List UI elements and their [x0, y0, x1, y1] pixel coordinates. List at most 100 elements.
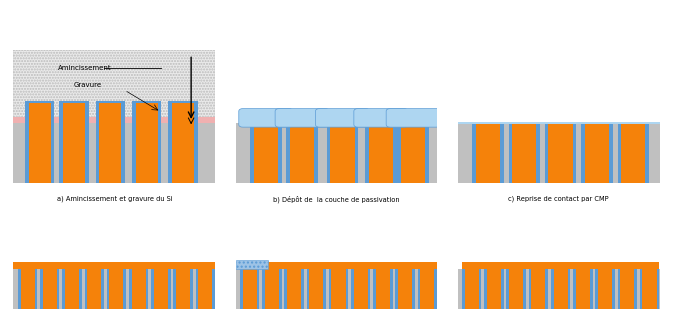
- Bar: [268, 262, 437, 269]
- Bar: [512, 123, 536, 183]
- Bar: [485, 268, 503, 309]
- Bar: [369, 123, 393, 183]
- Bar: [287, 269, 301, 309]
- Bar: [640, 268, 659, 309]
- Bar: [329, 268, 348, 309]
- Bar: [353, 269, 367, 309]
- Bar: [620, 269, 634, 309]
- Bar: [309, 269, 323, 309]
- Bar: [531, 269, 545, 309]
- Bar: [196, 268, 215, 309]
- Bar: [63, 103, 85, 183]
- Bar: [464, 269, 479, 309]
- Bar: [376, 269, 390, 309]
- Bar: [85, 268, 104, 309]
- Bar: [13, 262, 215, 269]
- Bar: [250, 123, 281, 183]
- FancyBboxPatch shape: [354, 109, 408, 127]
- FancyBboxPatch shape: [316, 109, 369, 127]
- Bar: [330, 123, 355, 183]
- Bar: [418, 268, 437, 309]
- FancyBboxPatch shape: [275, 109, 329, 127]
- Bar: [13, 117, 215, 126]
- Bar: [236, 269, 437, 309]
- Bar: [96, 101, 125, 183]
- Bar: [268, 262, 437, 269]
- Bar: [398, 123, 429, 183]
- Text: Gravure: Gravure: [74, 82, 102, 88]
- Bar: [236, 260, 268, 269]
- Text: Amincissement: Amincissement: [58, 65, 112, 71]
- Bar: [129, 268, 148, 309]
- Bar: [551, 268, 570, 309]
- Bar: [598, 269, 612, 309]
- Bar: [28, 103, 51, 183]
- Bar: [168, 101, 198, 183]
- Bar: [240, 268, 259, 309]
- Bar: [262, 268, 281, 309]
- Bar: [575, 269, 590, 309]
- Bar: [596, 268, 614, 309]
- Bar: [13, 269, 215, 309]
- Bar: [307, 268, 326, 309]
- Bar: [401, 123, 425, 183]
- Bar: [285, 268, 304, 309]
- Bar: [290, 123, 314, 183]
- Bar: [135, 103, 157, 183]
- Bar: [254, 123, 278, 183]
- Bar: [25, 101, 55, 183]
- Bar: [18, 268, 37, 309]
- Bar: [287, 123, 318, 183]
- Bar: [545, 122, 576, 183]
- Text: c) Reprise de contact par CMP: c) Reprise de contact par CMP: [508, 196, 609, 203]
- Bar: [396, 268, 415, 309]
- Bar: [618, 122, 649, 183]
- Bar: [65, 269, 79, 309]
- Bar: [374, 268, 392, 309]
- FancyBboxPatch shape: [239, 109, 293, 127]
- Bar: [398, 269, 412, 309]
- Bar: [458, 122, 660, 124]
- Bar: [198, 269, 212, 309]
- Bar: [100, 103, 122, 183]
- Bar: [13, 50, 215, 123]
- Bar: [40, 268, 59, 309]
- Bar: [507, 268, 526, 309]
- Bar: [458, 269, 660, 309]
- Text: b) Dépôt de  la couche de passivation: b) Dépôt de la couche de passivation: [273, 196, 400, 203]
- Bar: [13, 123, 215, 183]
- Bar: [242, 269, 256, 309]
- Bar: [621, 123, 645, 183]
- Bar: [420, 269, 434, 309]
- Bar: [236, 123, 437, 183]
- Bar: [509, 269, 524, 309]
- Bar: [107, 268, 126, 309]
- Bar: [618, 268, 637, 309]
- Bar: [351, 268, 370, 309]
- Bar: [462, 268, 481, 309]
- Bar: [573, 268, 592, 309]
- Bar: [476, 123, 500, 183]
- Bar: [13, 262, 215, 269]
- Bar: [553, 269, 568, 309]
- Bar: [462, 262, 659, 269]
- Bar: [109, 269, 124, 309]
- Bar: [458, 123, 660, 183]
- Bar: [331, 269, 346, 309]
- Bar: [264, 269, 279, 309]
- Bar: [59, 101, 89, 183]
- Bar: [509, 122, 540, 183]
- Bar: [153, 269, 168, 309]
- Bar: [63, 268, 81, 309]
- Bar: [365, 123, 396, 183]
- Bar: [462, 262, 659, 269]
- Bar: [172, 103, 194, 183]
- Bar: [487, 269, 501, 309]
- Bar: [176, 269, 190, 309]
- Bar: [529, 268, 548, 309]
- Bar: [327, 123, 358, 183]
- Bar: [642, 269, 656, 309]
- Bar: [585, 123, 609, 183]
- Bar: [472, 122, 503, 183]
- Bar: [131, 269, 145, 309]
